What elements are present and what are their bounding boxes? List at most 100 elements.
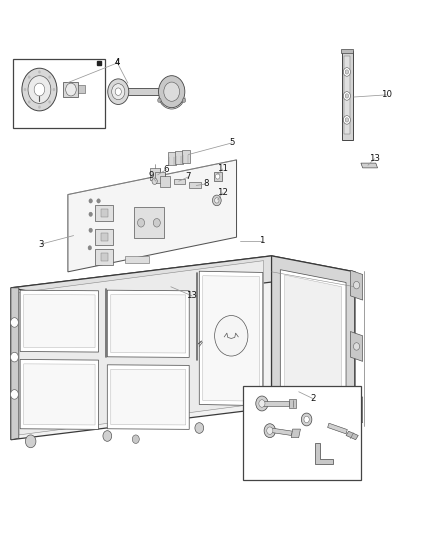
- Polygon shape: [24, 295, 95, 348]
- Text: 9: 9: [148, 172, 154, 180]
- Polygon shape: [24, 364, 95, 425]
- Polygon shape: [155, 172, 165, 183]
- Circle shape: [301, 413, 312, 426]
- Polygon shape: [203, 276, 259, 401]
- Circle shape: [89, 199, 92, 203]
- Circle shape: [158, 98, 161, 102]
- Circle shape: [215, 174, 220, 179]
- Polygon shape: [315, 443, 333, 464]
- Polygon shape: [182, 150, 190, 163]
- Polygon shape: [11, 256, 272, 440]
- Circle shape: [159, 76, 185, 108]
- Circle shape: [88, 246, 92, 250]
- Circle shape: [259, 400, 265, 407]
- Circle shape: [215, 198, 219, 203]
- Circle shape: [97, 199, 100, 203]
- Polygon shape: [107, 290, 189, 358]
- Circle shape: [66, 83, 76, 96]
- Polygon shape: [199, 271, 263, 406]
- Text: 8: 8: [203, 180, 208, 188]
- Polygon shape: [341, 49, 353, 53]
- Text: 13: 13: [369, 155, 380, 163]
- Polygon shape: [291, 429, 300, 438]
- Circle shape: [353, 404, 360, 411]
- Circle shape: [264, 424, 276, 438]
- Polygon shape: [101, 233, 108, 241]
- Polygon shape: [19, 261, 264, 435]
- FancyBboxPatch shape: [13, 59, 105, 128]
- Circle shape: [343, 68, 350, 76]
- Circle shape: [34, 83, 45, 96]
- Circle shape: [345, 70, 349, 74]
- Circle shape: [28, 76, 51, 103]
- Circle shape: [195, 423, 204, 433]
- Circle shape: [138, 219, 145, 227]
- Circle shape: [108, 79, 129, 104]
- Polygon shape: [101, 253, 108, 261]
- Polygon shape: [118, 88, 171, 95]
- Circle shape: [48, 100, 51, 103]
- Circle shape: [25, 435, 36, 448]
- Polygon shape: [95, 205, 113, 221]
- Text: 1: 1: [259, 237, 265, 245]
- Text: 3: 3: [39, 240, 44, 248]
- Text: 7: 7: [186, 173, 191, 181]
- Polygon shape: [175, 151, 183, 164]
- Polygon shape: [134, 207, 164, 238]
- FancyBboxPatch shape: [243, 386, 361, 480]
- Circle shape: [353, 281, 360, 289]
- Polygon shape: [107, 365, 189, 430]
- Circle shape: [89, 212, 92, 216]
- Text: 10: 10: [381, 91, 392, 99]
- Circle shape: [115, 88, 121, 95]
- Circle shape: [353, 343, 360, 350]
- Polygon shape: [11, 256, 355, 304]
- Circle shape: [132, 435, 139, 443]
- Polygon shape: [361, 163, 378, 168]
- Polygon shape: [150, 168, 160, 180]
- Circle shape: [103, 431, 112, 441]
- Polygon shape: [285, 275, 342, 419]
- Polygon shape: [20, 359, 99, 430]
- Circle shape: [89, 228, 92, 232]
- Polygon shape: [68, 160, 237, 272]
- Circle shape: [11, 390, 18, 399]
- Circle shape: [164, 82, 180, 101]
- Circle shape: [343, 116, 350, 124]
- Polygon shape: [101, 209, 108, 217]
- Text: 11: 11: [217, 165, 228, 173]
- Circle shape: [267, 427, 273, 434]
- Polygon shape: [63, 82, 78, 97]
- Circle shape: [267, 403, 276, 414]
- Text: 5: 5: [230, 139, 235, 147]
- Circle shape: [38, 106, 41, 109]
- Circle shape: [112, 84, 125, 100]
- Text: 12: 12: [217, 189, 228, 197]
- Polygon shape: [280, 270, 346, 423]
- Circle shape: [343, 92, 350, 100]
- Circle shape: [345, 94, 349, 98]
- Polygon shape: [346, 431, 358, 440]
- Text: 2: 2: [311, 394, 316, 403]
- Circle shape: [304, 416, 309, 423]
- Polygon shape: [262, 401, 289, 406]
- Polygon shape: [20, 290, 99, 352]
- Text: 6: 6: [164, 165, 169, 174]
- Polygon shape: [350, 332, 363, 361]
- Circle shape: [22, 68, 57, 111]
- Circle shape: [53, 88, 55, 91]
- Circle shape: [215, 316, 248, 356]
- Polygon shape: [350, 393, 363, 423]
- Polygon shape: [214, 172, 222, 181]
- Polygon shape: [272, 256, 355, 424]
- Polygon shape: [111, 369, 186, 425]
- Circle shape: [28, 76, 31, 79]
- Circle shape: [24, 88, 26, 91]
- Polygon shape: [270, 428, 293, 435]
- Circle shape: [48, 76, 51, 79]
- Polygon shape: [168, 152, 176, 165]
- Polygon shape: [95, 249, 113, 265]
- Circle shape: [28, 100, 31, 103]
- Circle shape: [212, 195, 221, 206]
- Circle shape: [11, 318, 18, 327]
